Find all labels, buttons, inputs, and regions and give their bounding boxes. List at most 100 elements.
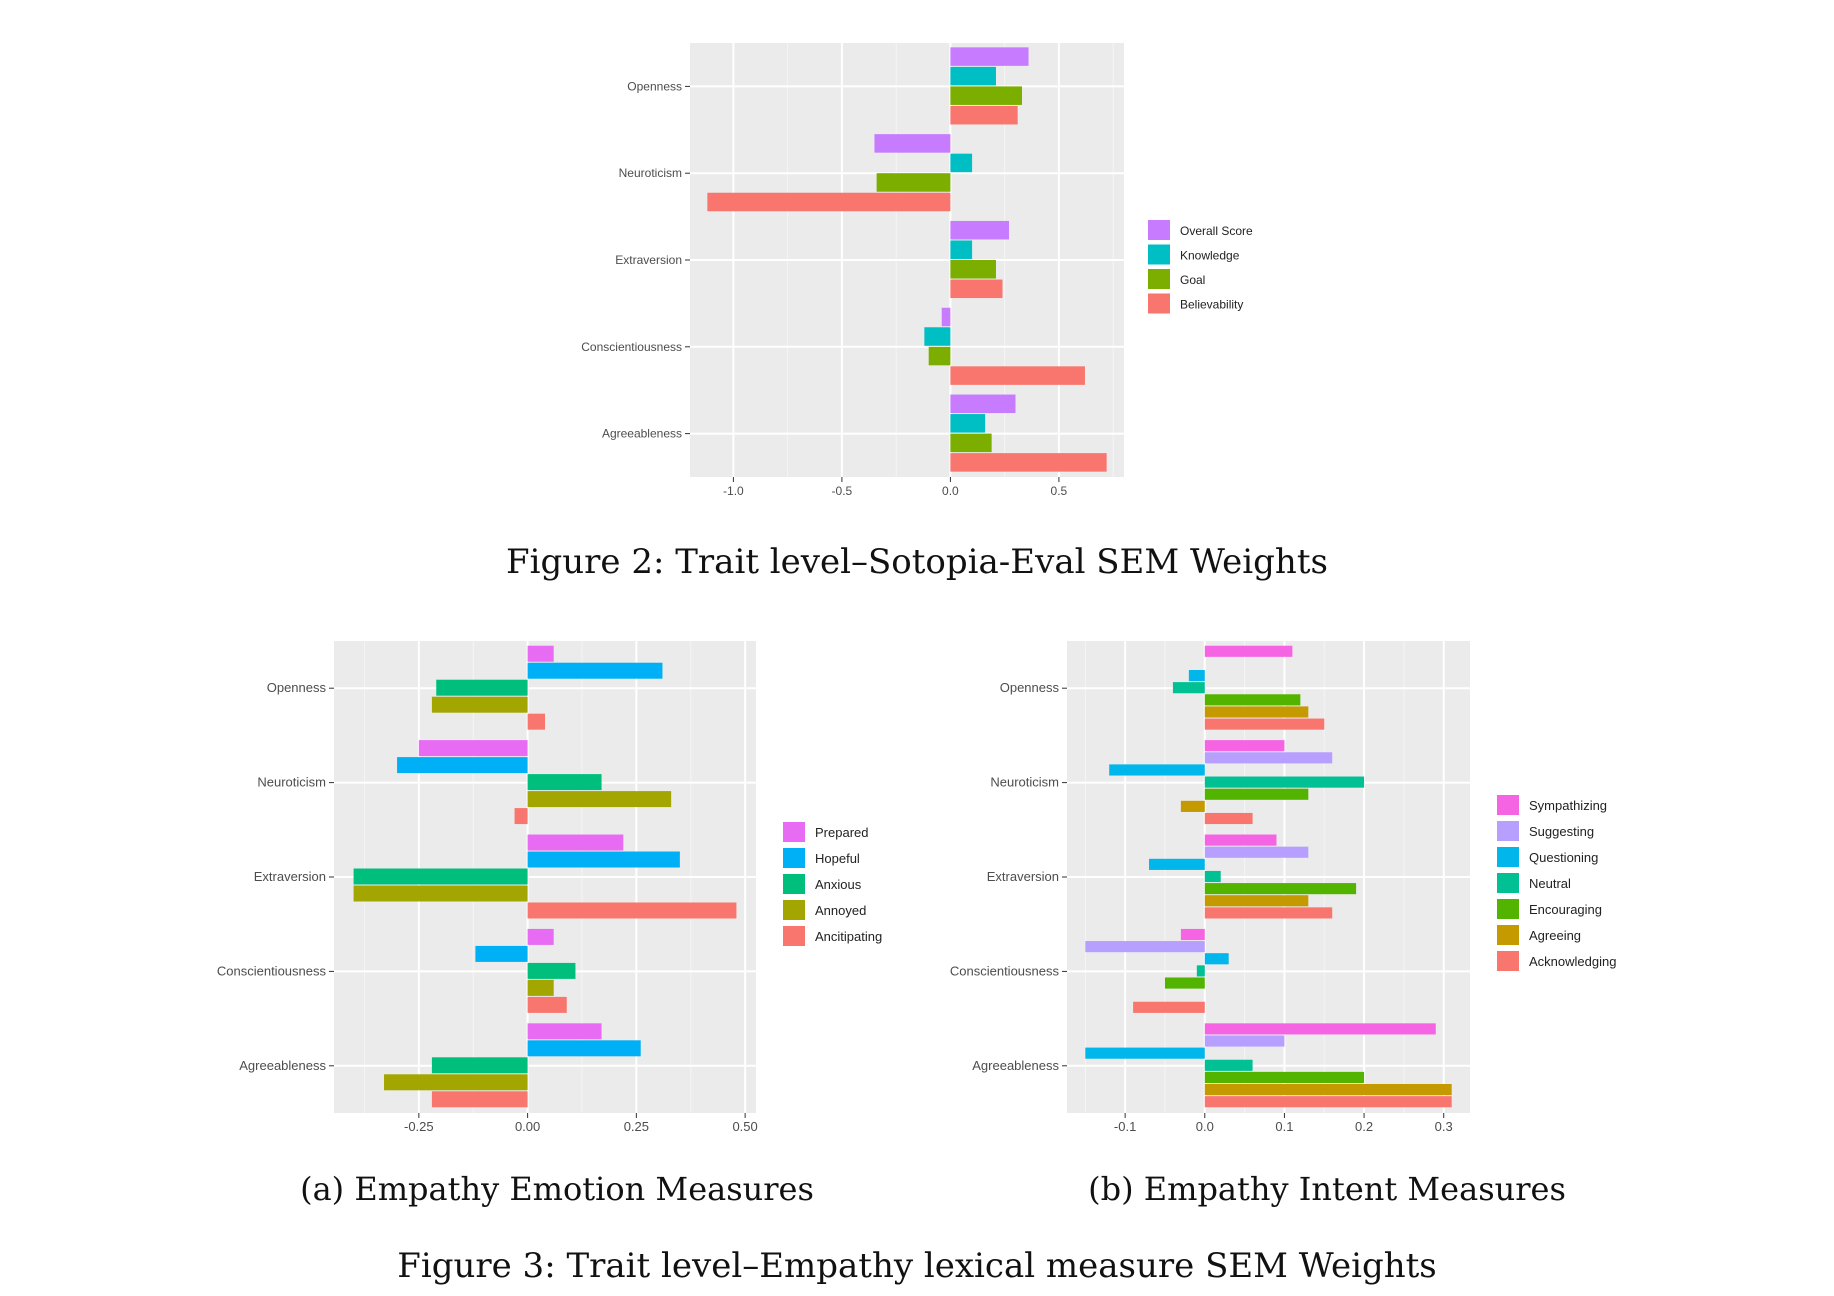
bar-overall-score [874,134,951,153]
bar-prepared [527,834,624,851]
x-tick-label: -0.1 [1114,1119,1136,1134]
bar-questioning [1204,953,1229,965]
figure-2-chart: Openness Neuroticism Extraversion Conscient… [581,43,1253,498]
bar-prepared [527,1023,602,1040]
legend-label: Sympathizing [1529,798,1607,813]
bar-goal [876,173,951,192]
bar-knowledge [950,240,973,259]
legend-key [1497,795,1519,815]
bar-sympathizing [1180,928,1205,941]
bar-anxious [436,679,528,696]
bar-suggesting [1204,846,1309,858]
figure-3a-caption: (a) Empathy Emotion Measures [300,1170,814,1208]
legend-key [783,874,805,894]
figure-3a-chart: Openness Neuroticism Extraversion Conscient… [217,641,882,1134]
bar-goal [950,260,996,279]
legend-key [1148,220,1170,240]
bar-anxious [527,774,602,791]
legend-label: Anxious [815,877,862,892]
bar-believability [950,366,1085,385]
bar-encouraging [1204,788,1309,800]
x-tick-label: 0.00 [515,1119,540,1134]
bar-annoyed [431,696,528,713]
bar-acknowledging [1204,812,1253,825]
bar-suggesting [1204,752,1333,764]
bar-encouraging [1164,977,1205,989]
bar-questioning [1149,858,1205,870]
bar-sympathizing [1204,740,1285,752]
x-tick-label: -1.0 [723,484,744,498]
x-tick-label: 0.0 [1196,1119,1214,1134]
y-tick-label: Openness [267,680,327,695]
x-tick-label: 0.2 [1355,1119,1373,1134]
bar-hopeful [527,662,663,679]
legend-key [1497,821,1519,841]
bar-goal [928,346,951,366]
y-tick-label: Neuroticism [257,775,326,790]
legend-label: Hopeful [815,851,860,866]
bar-agreeing [1204,706,1309,718]
y-tick-label: Openness [627,79,682,93]
legend-label: Goal [1180,273,1205,287]
bar-knowledge [924,327,951,346]
bar-acknowledging [1204,718,1325,730]
bar-overall-score [950,220,1009,240]
y-tick-label: Agreeableness [239,1058,326,1073]
x-tick-label: 0.50 [732,1119,757,1134]
bar-believability [707,192,951,212]
bar-goal [950,433,992,453]
legend-key [1497,847,1519,867]
bar-neutral [1204,776,1365,788]
bar-prepared [527,928,554,945]
x-tick-label: -0.5 [832,484,853,498]
y-tick-label: Neuroticism [619,166,682,180]
bar-acknowledging [1204,1096,1452,1108]
bar-encouraging [1204,694,1301,706]
bar-ancitipating [431,1091,528,1108]
figure-3b-caption: (b) Empathy Intent Measures [1088,1170,1566,1208]
bar-prepared [527,645,554,662]
bar-anxious [353,868,528,885]
bar-annoyed [353,885,528,902]
figure-3-caption: Figure 3: Trait level–Empathy lexical me… [397,1246,1437,1286]
bar-neutral [1204,870,1221,883]
legend-key [783,900,805,920]
legend-label: Prepared [815,825,868,840]
legend-label: Overall Score [1180,224,1253,238]
bar-hopeful [527,851,680,868]
x-tick-label: 0.25 [624,1119,649,1134]
bar-questioning [1188,669,1205,682]
bar-hopeful [475,945,528,962]
legend-key [783,848,805,868]
legend-label: Knowledge [1180,249,1240,263]
legend-key [1148,293,1170,314]
bar-agreeing [1204,1084,1452,1096]
bar-ancitipating [514,808,528,825]
bar-anxious [527,962,576,979]
legend-key [1497,951,1519,971]
bar-suggesting [1085,941,1205,953]
bar-neutral [1196,965,1205,977]
bar-sympathizing [1204,1023,1436,1035]
bar-suggesting [1204,1035,1285,1047]
bar-anxious [431,1057,528,1074]
y-tick-label: Agreeableness [602,427,682,441]
bar-annoyed [384,1074,528,1091]
bar-knowledge [950,153,973,173]
bar-agreeing [1180,800,1205,812]
y-tick-label: Extraversion [615,253,682,267]
bar-believability [950,105,1018,125]
legend-key [783,926,805,946]
bar-neutral [1204,1059,1253,1071]
bar-sympathizing [1204,834,1277,846]
bar-annoyed [527,979,554,996]
legend-label: Acknowledging [1529,954,1616,969]
y-tick-label: Extraversion [254,869,326,884]
bar-acknowledging [1204,907,1333,919]
x-tick-label: 0.5 [1051,484,1068,498]
bar-believability [950,279,1003,299]
legend-label: Questioning [1529,850,1598,865]
legend-label: Annoyed [815,903,866,918]
y-tick-label: Conscientiousness [217,963,327,978]
legend-label: Ancitipating [815,929,882,944]
